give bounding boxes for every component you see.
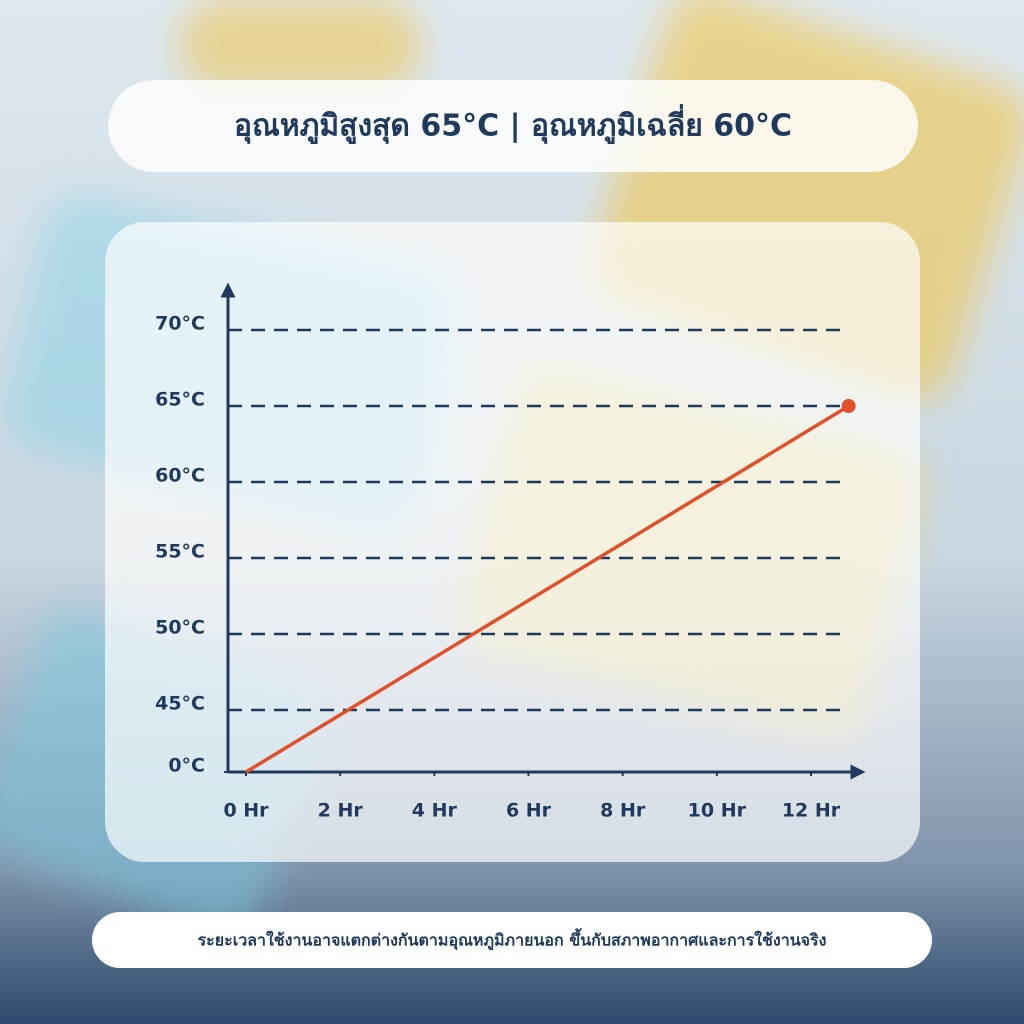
x-tick-label: 12 Hr — [782, 800, 841, 822]
background-blob — [180, 0, 420, 90]
y-tick-label: 60°C — [155, 465, 205, 487]
title-pill — [108, 80, 918, 172]
y-tick-label: 45°C — [155, 693, 205, 715]
chart-panel — [105, 222, 920, 862]
plot-area: 0°C 45°C 50°C 55°C 60°C 65°C 70°C 0 Hr 2 Hr 4 Hr 6… — [155, 282, 866, 822]
x-tick-label: 10 Hr — [688, 800, 747, 822]
note-pill — [92, 912, 932, 968]
y-tick-label: 55°C — [155, 541, 205, 563]
y-tick-label: 70°C — [155, 313, 205, 335]
x-tick-label: 0 Hr — [223, 800, 269, 822]
footnote: ระยะเวลาใช้งานอาจแตกต่างกันตามอุณหภูมิภา… — [198, 928, 827, 952]
y-tick-label: 0°C — [168, 755, 205, 777]
y-tick-label: 50°C — [155, 617, 205, 639]
x-tick-label: 4 Hr — [412, 800, 458, 822]
end-point — [841, 399, 856, 413]
chart-title: อุณหภูมิสูงสุด 65°C | อุณหภูมิเฉลี่ย 60°… — [234, 104, 792, 145]
x-tick-label: 8 Hr — [600, 800, 646, 822]
data-line — [245, 404, 850, 774]
x-tick-label: 2 Hr — [318, 800, 364, 822]
y-tick-label: 65°C — [155, 389, 205, 411]
x-tick-label: 6 Hr — [506, 800, 552, 822]
